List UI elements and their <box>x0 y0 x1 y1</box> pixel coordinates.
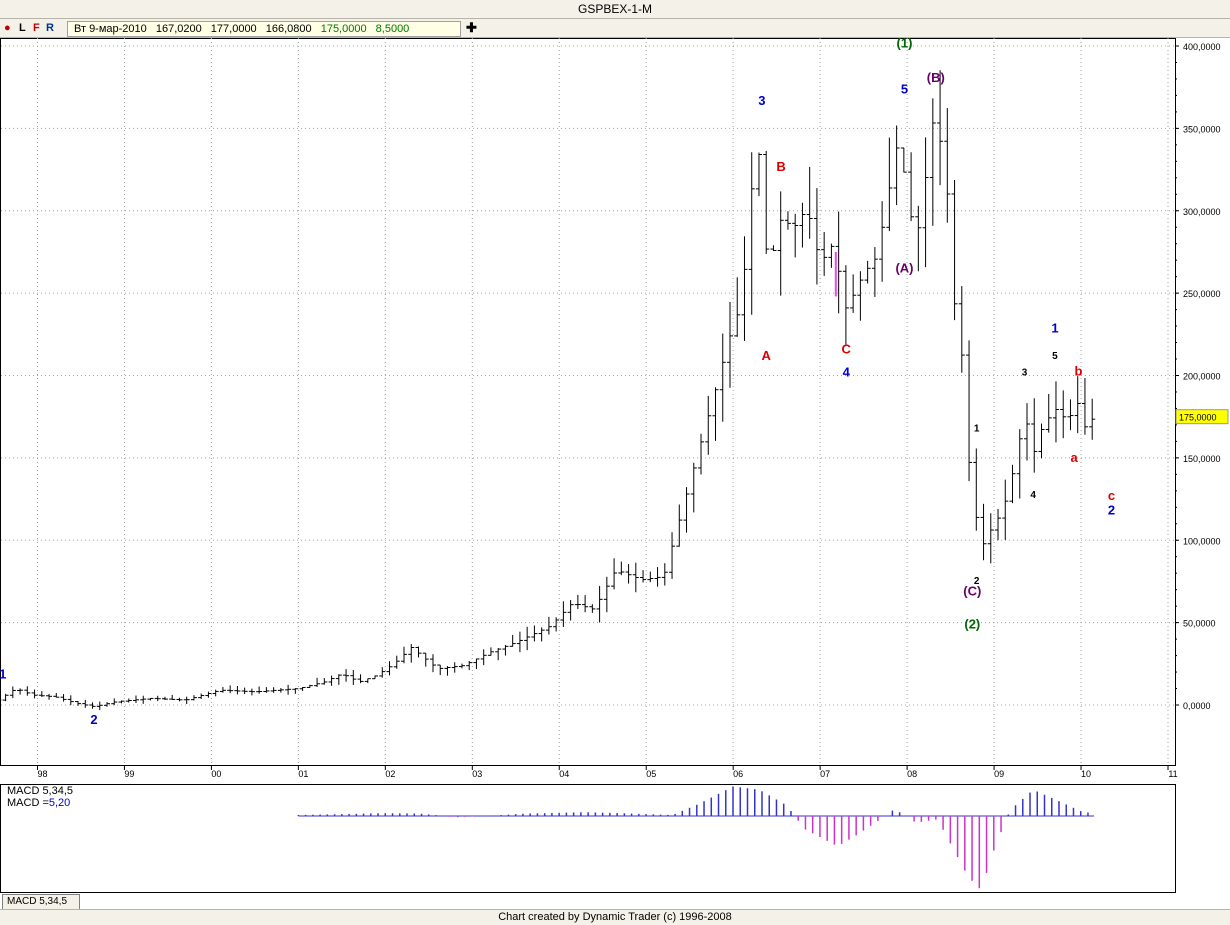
quote-close: 175,0000 <box>320 23 367 35</box>
window-title: GSPBEX-1-M <box>0 0 1230 19</box>
wave-label: 5 <box>901 82 908 97</box>
quote-readout: Вт 9-мар-2010 167,0200 177,0000 166,0800… <box>67 21 461 37</box>
quote-date: Вт 9-мар-2010 <box>74 23 147 35</box>
x-tick-label: 99 <box>124 769 134 779</box>
toolbar-r-button[interactable]: R <box>46 22 54 34</box>
toolbar-l-button[interactable]: L <box>19 22 26 34</box>
wave-label: 2 <box>1108 503 1115 518</box>
macd-name-label: MACD 5,34,5 <box>7 785 74 797</box>
price-pane-frame <box>0 38 1176 766</box>
macd-value-row: MACD =5,20 <box>7 797 73 809</box>
wave-label: 1 <box>1051 321 1058 336</box>
wave-label: C <box>842 341 852 356</box>
x-tick-label: 98 <box>37 769 47 779</box>
y-tick-label: 400,0000 <box>1183 42 1221 52</box>
wave-label: b <box>1074 363 1082 378</box>
y-tick-label: 200,0000 <box>1183 372 1221 382</box>
macd-tab[interactable]: MACD 5,34,5 <box>2 894 80 910</box>
x-tick-label: 11 <box>1168 769 1177 779</box>
wave-label: 4 <box>843 364 851 379</box>
x-tick-label: 08 <box>907 769 917 779</box>
x-tick-label: 01 <box>298 769 308 779</box>
wave-label: 3 <box>1022 367 1028 378</box>
toolbar: ● L F R Вт 9-мар-2010 167,0200 177,0000 … <box>0 19 1230 38</box>
price-chart[interactable]: 0,000050,0000100,0000150,0000200,0000250… <box>0 38 1230 908</box>
y-tick-label: 50,0000 <box>1183 619 1216 629</box>
x-tick-label: 09 <box>994 769 1004 779</box>
wave-label: 2 <box>90 712 97 727</box>
macd-pane-frame <box>0 784 1176 893</box>
last-price-marker <box>1175 409 1229 425</box>
quote-change: 8,5000 <box>375 23 410 35</box>
y-tick-label: 100,0000 <box>1183 536 1221 546</box>
wave-label: (C) <box>963 583 981 598</box>
wave-label: A <box>762 348 772 363</box>
wave-label: a <box>1070 450 1078 465</box>
wave-label: 4 <box>1030 490 1036 501</box>
crosshair-icon[interactable]: ✚ <box>466 20 477 35</box>
x-tick-label: 03 <box>472 769 482 779</box>
wave-label: (2) <box>964 616 980 631</box>
quote-low: 166,0800 <box>265 23 312 35</box>
wave-label: 1 <box>974 423 980 434</box>
macd-legend: MACD 5,34,5 MACD =5,20 <box>7 785 73 809</box>
y-tick-label: 150,0000 <box>1183 454 1221 464</box>
wave-label: (1) <box>897 38 913 51</box>
y-tick-label: 300,0000 <box>1183 207 1221 217</box>
quote-high: 177,0000 <box>210 23 257 35</box>
wave-label: (A) <box>895 261 913 276</box>
y-tick-label: 250,0000 <box>1183 289 1221 299</box>
wave-label: B <box>776 159 785 174</box>
wave-label: 3 <box>758 93 765 108</box>
quote-open: 167,0200 <box>155 23 202 35</box>
wave-label: 1 <box>0 667 6 682</box>
wave-label: (B) <box>927 70 945 85</box>
x-tick-label: 10 <box>1081 769 1091 779</box>
wave-label: c <box>1108 488 1115 503</box>
x-tick-label: 07 <box>820 769 830 779</box>
wave-label: 5 <box>1052 351 1058 362</box>
x-tick-label: 02 <box>385 769 395 779</box>
x-tick-label: 06 <box>733 769 743 779</box>
y-tick-label: 0,0000 <box>1183 701 1211 711</box>
wave-label: 2 <box>974 576 980 587</box>
toolbar-f-button[interactable]: F <box>33 22 40 34</box>
x-tick-label: 04 <box>559 769 569 779</box>
x-tick-label: 05 <box>646 769 656 779</box>
footer-credit: Chart created by Dynamic Trader (c) 1996… <box>0 909 1230 925</box>
last-price-label: 175,0000 <box>1179 413 1217 423</box>
y-tick-label: 350,0000 <box>1183 124 1221 134</box>
record-dot-icon[interactable]: ● <box>4 22 11 34</box>
macd-value: 5,20 <box>48 797 71 809</box>
x-tick-label: 00 <box>211 769 221 779</box>
macd-value-label: MACD = <box>7 797 49 809</box>
